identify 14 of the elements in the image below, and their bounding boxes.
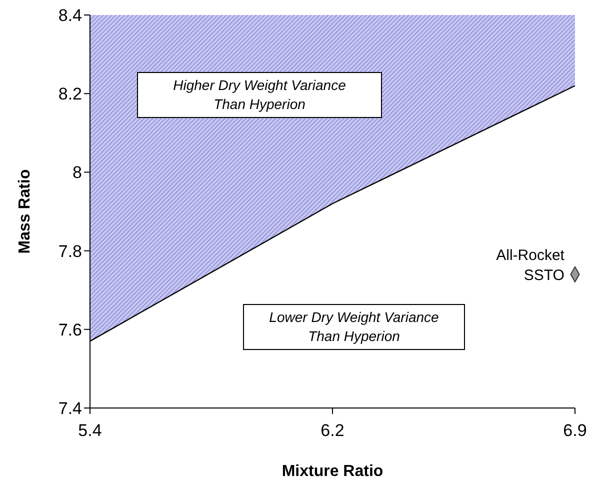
note-box: Higher Dry Weight Variance Than Hyperion <box>137 72 382 118</box>
y-tick-label: 8.2 <box>58 84 82 104</box>
y-tick-label: 7.8 <box>58 242 82 261</box>
series-label: All-Rocket SSTO <box>496 246 566 284</box>
x-axis-title: Mixture Ratio <box>282 463 384 480</box>
y-tick-label: 7.4 <box>58 399 82 418</box>
y-tick-label: 8 <box>72 163 82 182</box>
x-tick-label: 6.2 <box>320 421 344 440</box>
y-tick-label: 7.6 <box>58 320 82 340</box>
x-tick-label: 5.4 <box>78 421 102 440</box>
y-axis-title: Mass Ratio <box>16 169 34 254</box>
x-tick-label: 6.9 <box>563 421 587 440</box>
note-box: Lower Dry Weight Variance Than Hyperion <box>243 304 465 350</box>
y-tick-label: 8.4 <box>58 6 82 26</box>
